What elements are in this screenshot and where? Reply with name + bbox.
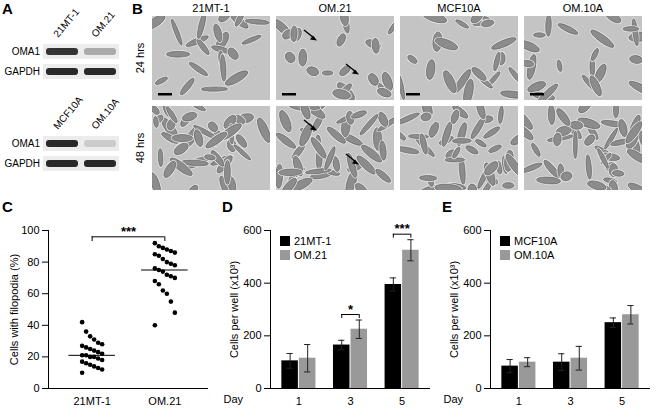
svg-text:600: 600 [463,224,481,236]
svg-text:3: 3 [347,395,353,407]
html-text:B: B [132,0,143,17]
svg-text:21MT-1: 21MT-1 [73,395,110,407]
svg-text:80: 80 [27,256,39,268]
svg-text:40: 40 [27,319,39,331]
html-text:C: C [2,198,13,215]
svg-text:***: *** [121,224,137,239]
svg-text:24 hrs: 24 hrs [134,42,146,73]
svg-text:0: 0 [475,382,481,394]
svg-text:60: 60 [27,287,39,299]
svg-text:OMA1: OMA1 [12,138,41,149]
svg-text:MCF10A: MCF10A [51,94,85,132]
html-text:A: A [2,0,13,17]
svg-text:OM.21: OM.21 [148,395,181,407]
svg-text:1: 1 [516,395,522,407]
svg-text:5: 5 [399,395,405,407]
svg-text:0: 0 [33,382,39,394]
svg-text:GAPDH: GAPDH [4,158,40,169]
svg-text:Day: Day [224,393,244,405]
svg-text:OM.10A: OM.10A [89,96,121,131]
svg-text:***: *** [395,221,411,236]
svg-text:48 hrs: 48 hrs [134,132,146,163]
svg-text:20: 20 [27,350,39,362]
svg-text:600: 600 [243,224,261,236]
html-text:MCF10A: MCF10A [514,235,558,247]
svg-text:OM.21: OM.21 [318,2,351,14]
svg-text:Cells with filopodia (%): Cells with filopodia (%) [8,254,20,365]
svg-text:Cells per well (x10³): Cells per well (x10³) [228,261,240,358]
svg-text:*: * [348,302,354,317]
svg-text:100: 100 [21,224,39,236]
svg-text:5: 5 [619,395,625,407]
svg-text:MCF10A: MCF10A [437,2,481,14]
svg-text:GAPDH: GAPDH [4,66,40,77]
html-text:OM.21: OM.21 [294,249,327,261]
svg-text:Cells per well (x10³): Cells per well (x10³) [448,261,460,358]
html-text:E: E [442,198,452,215]
html-text:21MT-1: 21MT-1 [294,235,332,247]
svg-text:OMA1: OMA1 [12,46,41,57]
html-text:OM.10A: OM.10A [514,249,555,261]
svg-text:400: 400 [243,277,261,289]
svg-text:3: 3 [567,395,573,407]
svg-text:21MT-1: 21MT-1 [192,2,229,14]
svg-text:Day: Day [444,393,464,405]
svg-text:200: 200 [243,329,261,341]
svg-text:200: 200 [463,329,481,341]
svg-text:OM.10A: OM.10A [563,2,604,14]
html-text:D: D [222,198,233,215]
svg-text:21MT-1: 21MT-1 [51,6,81,39]
svg-text:400: 400 [463,277,481,289]
svg-text:1: 1 [296,395,302,407]
svg-text:0: 0 [255,382,261,394]
svg-text:OM.21: OM.21 [89,9,117,39]
